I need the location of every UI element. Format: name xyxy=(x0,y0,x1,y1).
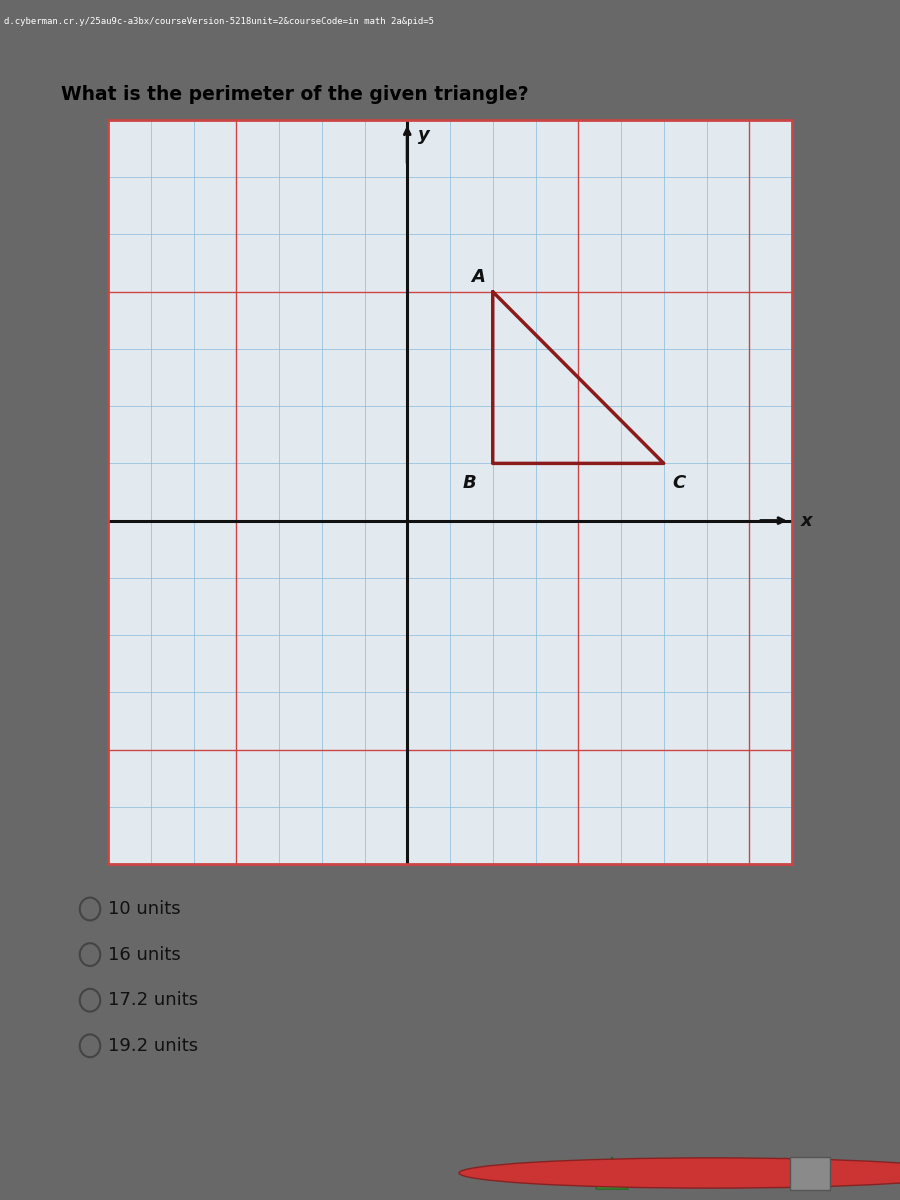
Bar xyxy=(790,1157,830,1190)
Text: C: C xyxy=(672,474,685,492)
Text: A: A xyxy=(471,269,485,287)
Text: y: y xyxy=(418,126,429,144)
Text: 16 units: 16 units xyxy=(108,946,181,964)
Text: 17.2 units: 17.2 units xyxy=(108,991,198,1009)
Polygon shape xyxy=(596,1157,628,1189)
Text: x: x xyxy=(801,511,812,529)
Text: 10 units: 10 units xyxy=(108,900,181,918)
Text: 19.2 units: 19.2 units xyxy=(108,1037,198,1055)
Text: What is the perimeter of the given triangle?: What is the perimeter of the given trian… xyxy=(61,85,528,103)
Text: B: B xyxy=(463,474,476,492)
Circle shape xyxy=(459,1158,900,1188)
Text: d.cyberman.cr.y/25au9c-a3bx/courseVersion-5218unit=2&courseCode=in math 2a&pid=5: d.cyberman.cr.y/25au9c-a3bx/courseVersio… xyxy=(4,17,435,25)
